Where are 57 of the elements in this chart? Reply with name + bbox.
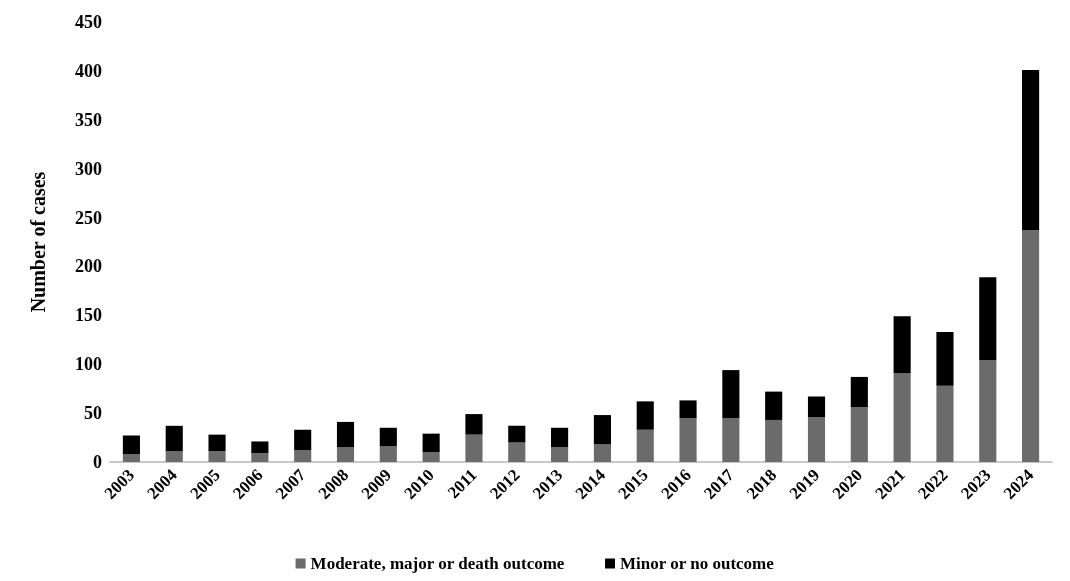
bar: [1022, 69, 1040, 231]
legend-label: Minor or no outcome: [620, 554, 775, 573]
bar: [979, 277, 997, 361]
y-tick-label: 200: [75, 256, 102, 277]
bar: [465, 414, 483, 435]
y-tick-label: 450: [75, 12, 102, 32]
bar: [850, 407, 868, 462]
bar: [251, 441, 269, 454]
bar: [979, 360, 997, 462]
bar: [508, 425, 526, 443]
bar: [379, 446, 397, 462]
bar: [893, 373, 911, 462]
bar: [379, 427, 397, 447]
bar: [593, 415, 611, 445]
bar: [807, 396, 826, 418]
y-tick-label: 250: [75, 207, 102, 228]
bar: [251, 453, 269, 462]
bar: [850, 376, 868, 408]
bar: [294, 429, 312, 451]
bar: [893, 316, 911, 374]
y-tick-label: 100: [75, 354, 102, 375]
bar: [122, 454, 140, 462]
bar: [551, 427, 569, 448]
y-tick-label: 50: [84, 403, 102, 424]
bar: [593, 444, 611, 462]
bar: [722, 418, 740, 462]
bar: [422, 433, 440, 453]
bar: [294, 450, 312, 462]
bar: [165, 425, 183, 452]
bar: [208, 451, 226, 462]
y-tick-label: 0: [93, 452, 102, 472]
bar: [807, 417, 826, 462]
bar: [336, 421, 355, 448]
bar: [551, 447, 569, 462]
y-axis-title: Number of cases: [27, 171, 49, 313]
legend-label: Moderate, major or death outcome: [310, 554, 565, 573]
y-tick-label: 150: [75, 305, 102, 326]
bar: [1022, 230, 1040, 462]
bar: [679, 418, 697, 462]
bar: [722, 370, 740, 418]
bar: [636, 429, 654, 462]
bar: [636, 401, 654, 430]
bar: [208, 434, 226, 452]
bar: [765, 419, 783, 462]
bar: [465, 434, 483, 462]
y-tick-label: 300: [75, 158, 102, 179]
bar: [679, 400, 697, 418]
bar: [122, 435, 140, 455]
bar: [936, 385, 954, 462]
y-tick-label: 400: [75, 60, 102, 81]
bar: [422, 452, 440, 462]
y-tick-label: 350: [75, 109, 102, 130]
bar: [508, 442, 526, 462]
bar: [165, 451, 183, 462]
bar: [936, 331, 954, 386]
bar: [336, 447, 355, 462]
bar: [765, 391, 783, 420]
